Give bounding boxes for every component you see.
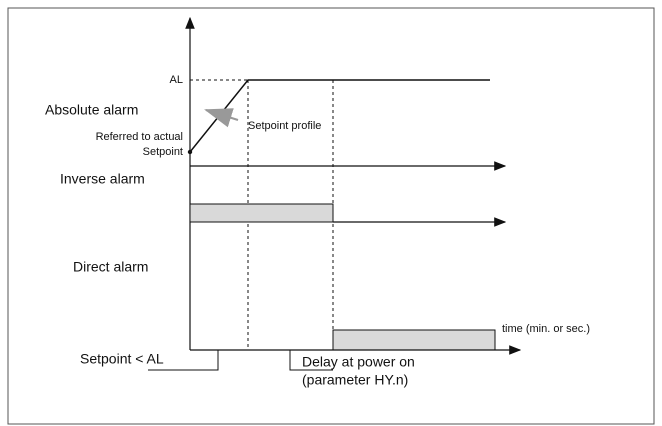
setpoint-curve <box>189 79 490 153</box>
label: Absolute alarm <box>45 102 138 118</box>
label: Direct alarm <box>73 259 148 275</box>
label: (parameter HY.n) <box>302 372 408 388</box>
inverse-on <box>189 203 334 223</box>
al-label: AL <box>170 74 183 86</box>
label: Referred to actual <box>96 131 183 143</box>
setpoint-bracket <box>148 350 219 371</box>
direct-on <box>332 329 496 351</box>
profile-pointer <box>204 108 239 128</box>
label: Inverse alarm <box>60 171 145 187</box>
frame <box>7 7 655 425</box>
label: Setpoint < AL <box>80 351 164 367</box>
label: time (min. or sec.) <box>502 323 590 335</box>
delay-bracket <box>289 350 333 371</box>
label: Setpoint <box>143 146 183 158</box>
start-dot <box>187 149 193 155</box>
label: Delay at power on <box>302 354 415 370</box>
label: Setpoint profile <box>248 120 321 132</box>
